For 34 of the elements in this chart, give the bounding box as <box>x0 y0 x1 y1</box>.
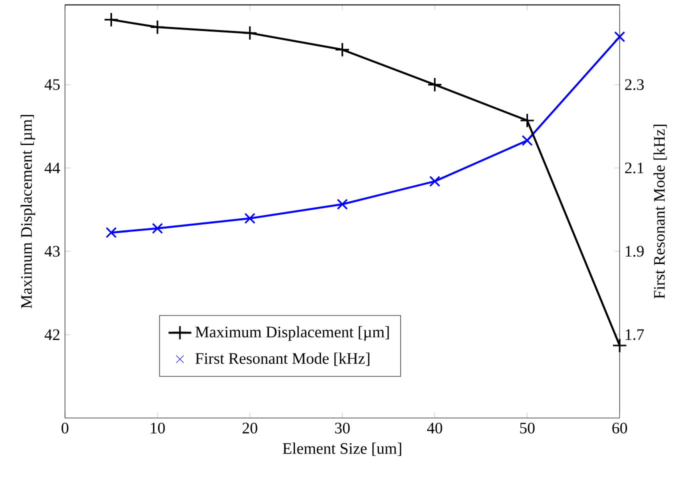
y2-tick-label: 2.3 <box>625 79 644 90</box>
point <box>244 212 256 224</box>
y-tick-label: 42 <box>44 329 60 340</box>
y-tick-label: 44 <box>44 162 60 174</box>
point <box>150 20 165 35</box>
y2-tick-label: 2.1 <box>625 162 644 174</box>
y2-axis-title: First Resonant Mode [kHz] <box>654 124 667 299</box>
x-tick-label: 30 <box>335 422 350 434</box>
point <box>334 42 350 58</box>
point <box>104 12 119 28</box>
y-tick-label: 43 <box>44 246 60 257</box>
x-tick-label: 10 <box>150 422 165 434</box>
legend-label: Maximum Displacement [µm] <box>195 326 389 341</box>
point <box>152 222 163 234</box>
y-tick-label: 45 <box>44 79 60 90</box>
legend-label: First Resonant Mode [kHz] <box>195 352 370 366</box>
point <box>429 176 440 187</box>
point <box>336 198 348 210</box>
point <box>106 227 117 238</box>
y2-tick-label: 1.9 <box>626 246 644 257</box>
point <box>612 338 628 353</box>
y2-tick-label: 1.7 <box>626 329 644 340</box>
point <box>522 134 533 146</box>
y-axis-title: Maximum Displacement [µm] <box>20 115 36 308</box>
x-tick-label: 20 <box>242 422 258 434</box>
point <box>614 31 626 42</box>
x-tick-label: 0 <box>62 422 68 434</box>
x-axis-title: Element Size [um] <box>282 442 402 456</box>
point <box>520 113 535 128</box>
point <box>427 77 442 92</box>
x-tick-label: 40 <box>427 422 442 434</box>
point <box>242 26 258 40</box>
x-tick-label: 50 <box>520 422 535 434</box>
x-tick-label: 60 <box>612 422 628 434</box>
